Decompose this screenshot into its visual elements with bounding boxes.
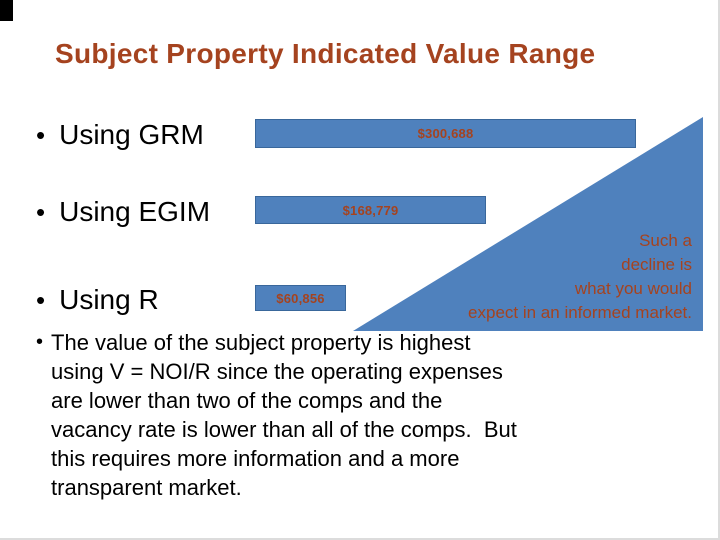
paragraph-line: transparent market. — [51, 475, 242, 500]
row-label-r: Using R — [59, 284, 159, 315]
callout-line: expect in an informed market. — [468, 303, 692, 322]
summary-paragraph: • The value of the subject property is h… — [36, 328, 676, 502]
value-row-grm: • Using GRM — [36, 119, 204, 151]
bullet-icon: • — [36, 331, 44, 353]
value-bar-grm: $300,688 — [255, 119, 636, 148]
callout-line: what you would — [574, 279, 692, 298]
paragraph-line: vacancy rate is lower than all of the co… — [51, 417, 517, 442]
bullet-icon: • — [36, 285, 46, 315]
paragraph-line: using V = NOI/R since the operating expe… — [51, 359, 503, 384]
value-bar-egim: $168,779 — [255, 196, 486, 224]
corner-mark — [0, 0, 13, 21]
summary-paragraph-text: The value of the subject property is hig… — [51, 328, 517, 502]
value-row-egim: • Using EGIM — [36, 196, 211, 228]
callout-line: decline is — [621, 255, 692, 274]
value-bar-r-label: $60,856 — [276, 290, 325, 306]
paragraph-line: this requires more information and a mor… — [51, 446, 460, 471]
decline-callout: Such a decline is what you would expect … — [468, 229, 692, 325]
bullet-icon: • — [36, 197, 46, 227]
paragraph-line: The value of the subject property is hig… — [51, 330, 471, 355]
row-label-egim: Using EGIM — [59, 196, 211, 227]
bullet-icon: • — [36, 120, 46, 150]
value-bar-egim-label: $168,779 — [342, 202, 399, 218]
row-label-grm: Using GRM — [59, 119, 204, 150]
value-row-r: • Using R — [36, 284, 159, 316]
value-bar-r: $60,856 — [255, 285, 346, 311]
slide-title: Subject Property Indicated Value Range — [55, 38, 596, 69]
paragraph-line: are lower than two of the comps and the — [51, 388, 443, 413]
value-bar-grm-label: $300,688 — [417, 126, 474, 141]
callout-line: Such a — [639, 231, 692, 250]
